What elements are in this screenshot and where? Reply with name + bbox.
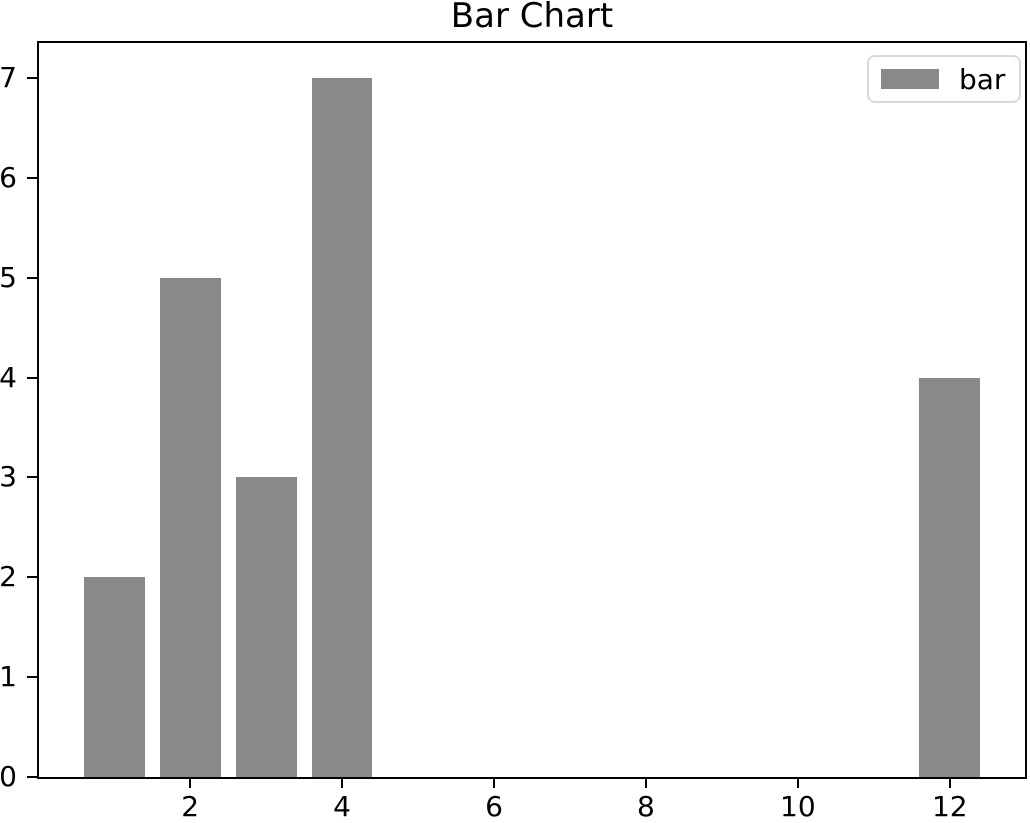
chart-title: Bar Chart [450,0,614,36]
y-tick-mark [27,376,37,379]
y-tick-label: 4 [0,360,17,394]
x-tick-label: 12 [931,790,968,823]
x-tick-mark [341,779,344,788]
x-tick-mark [493,779,496,788]
y-tick-label: 3 [0,460,17,494]
y-tick-mark [27,676,37,679]
y-tick-mark [27,76,37,79]
bar [159,277,221,777]
x-tick-mark [189,779,192,788]
x-tick-mark [644,779,647,788]
legend: bar [867,55,1021,103]
y-tick-mark [27,576,37,579]
x-tick-label: 4 [333,790,351,823]
legend-swatch [881,69,939,89]
bar [919,377,981,777]
x-tick-label: 6 [485,790,503,823]
x-tick-label: 8 [637,790,655,823]
bar [83,577,145,777]
y-tick-mark [27,176,37,179]
y-tick-label: 1 [0,660,17,694]
y-tick-mark [27,276,37,279]
y-tick-label: 6 [0,160,17,194]
y-tick-label: 0 [0,760,17,793]
plot-area: bar 2 4 6 8 10 12 0 1 2 3 4 5 6 7 [0,41,1027,823]
x-tick-label: 2 [181,790,200,823]
x-tick-mark [796,779,799,788]
y-tick-label: 7 [0,60,17,94]
x-tick-label: 10 [780,790,816,823]
y-tick-label: 2 [0,560,17,594]
bar [311,77,373,777]
y-tick-mark [27,476,37,479]
x-tick-mark [948,779,951,788]
y-tick-mark [27,776,37,778]
y-tick-label: 5 [0,260,17,294]
legend-label: bar [959,62,1006,96]
bar [235,477,297,777]
